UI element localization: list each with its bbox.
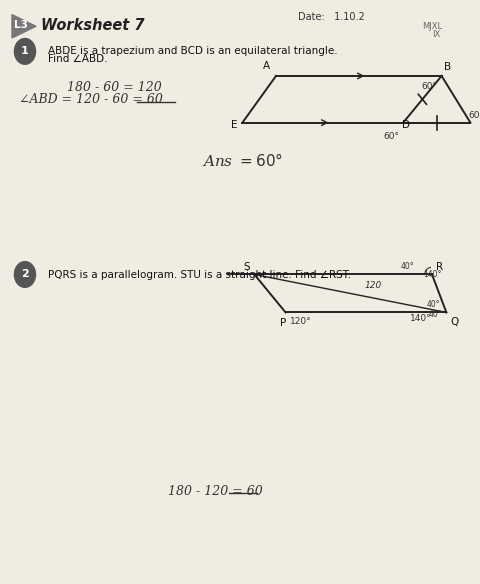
Text: Find ∠ABD.: Find ∠ABD. — [48, 54, 108, 64]
Text: 180 - 120 = 60: 180 - 120 = 60 — [168, 485, 263, 498]
Text: 60°: 60° — [383, 132, 399, 141]
Text: PQRS is a parallelogram. STU is a straight line. Find ∠RST.: PQRS is a parallelogram. STU is a straig… — [48, 270, 351, 280]
Text: E: E — [231, 120, 238, 130]
Text: 120: 120 — [365, 281, 382, 290]
Text: ∠ABD = 120 - 60 = 60: ∠ABD = 120 - 60 = 60 — [19, 93, 163, 106]
Text: 60°: 60° — [421, 82, 437, 91]
Text: 180 - 60 = 120: 180 - 60 = 120 — [67, 81, 162, 93]
Text: 60: 60 — [468, 111, 480, 120]
Text: 1: 1 — [21, 46, 29, 57]
Circle shape — [14, 262, 36, 287]
Text: R: R — [436, 262, 443, 272]
Text: P: P — [280, 318, 287, 328]
Text: L3: L3 — [14, 20, 28, 30]
Circle shape — [14, 39, 36, 64]
Text: D: D — [402, 120, 410, 130]
Text: 140°: 140° — [423, 270, 442, 279]
Text: Ans $= 60°$: Ans $= 60°$ — [202, 152, 283, 169]
Polygon shape — [12, 15, 36, 38]
Text: 2: 2 — [21, 269, 29, 280]
Text: ABDE is a trapezium and BCD is an equilateral triangle.: ABDE is a trapezium and BCD is an equila… — [48, 46, 337, 55]
Text: B: B — [444, 62, 452, 72]
Text: MJXL: MJXL — [422, 22, 443, 31]
Text: Worksheet 7: Worksheet 7 — [41, 18, 144, 33]
Text: 140°: 140° — [410, 314, 432, 323]
Text: S: S — [243, 262, 250, 272]
Text: 120°: 120° — [290, 317, 312, 326]
Text: 40°: 40° — [426, 300, 440, 308]
Text: IX: IX — [432, 30, 440, 39]
Text: A: A — [263, 61, 270, 71]
Text: 40°: 40° — [428, 310, 442, 319]
Text: Q: Q — [450, 317, 458, 327]
Text: Date:   1.10.2: Date: 1.10.2 — [298, 12, 364, 22]
Text: 40°: 40° — [401, 262, 414, 270]
